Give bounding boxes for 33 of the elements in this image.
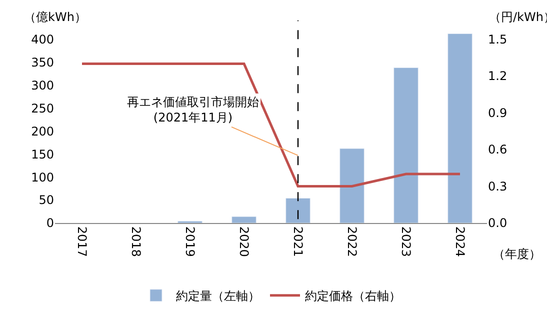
y-axis-title: （億kWh） xyxy=(24,10,86,24)
bar xyxy=(448,33,472,223)
bar xyxy=(394,67,418,223)
legend-label: 約定量（左軸） xyxy=(176,289,260,304)
y2-tick-label: 0.0 xyxy=(488,216,508,230)
y2-tick-label: 1.2 xyxy=(488,69,508,84)
y-tick-label: 200 xyxy=(31,124,54,138)
y-tick-label: 100 xyxy=(31,170,54,184)
y2-tick-label: 0.6 xyxy=(488,142,508,157)
y-tick-label: 400 xyxy=(31,32,54,46)
x-tick-label: 2021 xyxy=(291,226,306,257)
x-tick-label: 2024 xyxy=(453,226,468,257)
x-tick-label: 2017 xyxy=(75,226,90,257)
x-tick-label: 2018 xyxy=(129,226,144,257)
bar xyxy=(286,198,310,223)
y2-tick-label: 0.9 xyxy=(488,106,508,120)
y-tick-label: 300 xyxy=(31,78,54,92)
y-tick-label: 350 xyxy=(31,55,54,70)
x-axis-title: （年度） xyxy=(493,247,541,261)
bar xyxy=(232,216,256,223)
y-tick-label: 0 xyxy=(46,216,54,230)
ref-line-label: 再エネ価値取引市場開始 (2021年11月) xyxy=(127,95,259,125)
x-tick-label: 2023 xyxy=(399,226,414,257)
legend-label: 約定価格（右軸） xyxy=(305,289,401,304)
x-tick-label: 2020 xyxy=(237,226,252,257)
y-tick-label: 250 xyxy=(31,101,54,116)
y2-tick-label: 1.5 xyxy=(488,32,508,46)
x-tick-label: 2022 xyxy=(345,226,360,257)
y-tick-label: 50 xyxy=(38,193,54,208)
x-tick-label: 2019 xyxy=(183,226,198,257)
bar xyxy=(340,148,364,223)
y-tick-label: 150 xyxy=(31,147,54,162)
y2-tick-label: 0.3 xyxy=(488,179,508,194)
